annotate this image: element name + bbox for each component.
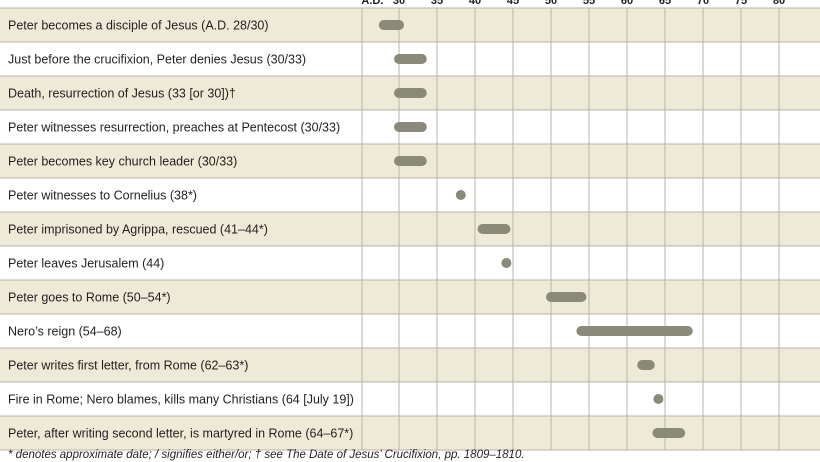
x-tick-label: 35 <box>431 0 443 7</box>
row-label: Peter goes to Rome (50–54*) <box>8 291 171 305</box>
x-tick-label: 65 <box>659 0 671 7</box>
event-dot <box>455 190 466 200</box>
row-band <box>0 348 820 382</box>
event-dot <box>501 258 512 268</box>
row-label: Peter witnesses resurrection, preaches a… <box>8 121 340 135</box>
row-label: Peter imprisoned by Agrippa, rescued (41… <box>8 223 268 237</box>
x-tick-label: 60 <box>621 0 633 7</box>
x-tick-label: 40 <box>469 0 481 7</box>
x-tick-label: 45 <box>507 0 519 7</box>
grid-lines <box>0 7 820 451</box>
row-band <box>0 314 820 348</box>
row-label: Nero’s reign (54–68) <box>8 325 122 339</box>
row-band <box>0 246 820 280</box>
row-label: Peter witnesses to Cornelius (38*) <box>8 189 197 203</box>
x-axis: 30 35 40 45 50 55 60 65 70 75 80 A.D. <box>361 0 785 7</box>
row-label: Peter becomes a disciple of Jesus (A.D. … <box>8 19 269 33</box>
row-label: Just before the crucifixion, Peter denie… <box>8 53 306 67</box>
row-band <box>0 8 820 42</box>
event-dot <box>653 394 664 404</box>
row-label: Peter leaves Jerusalem (44) <box>8 257 164 271</box>
x-tick-label: 50 <box>545 0 557 7</box>
row-label: Peter, after writing second letter, is m… <box>8 427 353 441</box>
row-band <box>0 280 820 314</box>
x-tick-label: 30 <box>393 0 405 7</box>
x-tick-label: 70 <box>697 0 709 7</box>
row-band <box>0 178 820 212</box>
timeline-marks <box>378 20 693 438</box>
x-axis-prefix: A.D. <box>361 0 383 7</box>
row-band <box>0 382 820 416</box>
row-band <box>0 212 820 246</box>
footnote: * denotes approximate date; / signifies … <box>8 449 525 461</box>
row-labels: Peter becomes a disciple of Jesus (A.D. … <box>8 19 354 441</box>
row-label: Death, resurrection of Jesus (33 [or 30]… <box>8 87 236 101</box>
row-label: Peter becomes key church leader (30/33) <box>8 155 237 169</box>
x-tick-label: 55 <box>583 0 595 7</box>
x-tick-label: 80 <box>773 0 785 7</box>
x-tick-label: 75 <box>735 0 747 7</box>
row-label: Peter writes first letter, from Rome (62… <box>8 359 248 373</box>
row-label: Fire in Rome; Nero blames, kills many Ch… <box>8 393 354 407</box>
